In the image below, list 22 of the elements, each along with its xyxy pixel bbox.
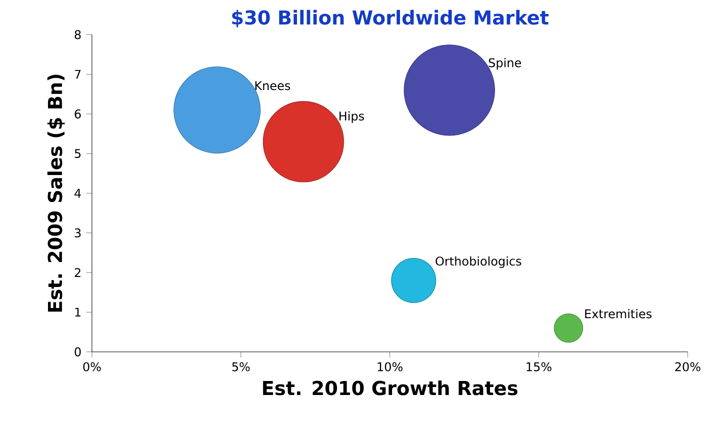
y-tick-label: 1 <box>75 308 80 317</box>
y-tick-label: 2 <box>74 268 80 278</box>
x-tick-label: 15% <box>526 362 552 372</box>
x-tick-label: 0% <box>83 362 101 372</box>
x-tick-label: 5% <box>232 362 250 372</box>
series-label: Orthobiologics <box>436 256 522 268</box>
chart-title: $30 Billion Worldwide Market <box>232 10 549 28</box>
y-tick-label: 6 <box>74 110 81 119</box>
x-axis-title: Est. 2010 Growth Rates <box>263 380 518 396</box>
y-tick-label: 0 <box>74 347 81 356</box>
series-label: Spine <box>488 58 522 70</box>
series-label: Extremities <box>585 309 652 318</box>
x-tick-label: 20% <box>675 362 700 372</box>
y-tick-label: 4 <box>74 188 81 198</box>
y-tick-label: 8 <box>74 30 81 40</box>
series-label: Hips <box>340 111 364 123</box>
y-tick-label: 7 <box>74 70 81 79</box>
y-tick-label: 5 <box>74 149 81 158</box>
x-tick-label: 10% <box>378 362 402 372</box>
y-axis-title: Est. 2009 Sales ($ Bn) <box>47 74 65 312</box>
y-tick-label: 3 <box>74 228 81 238</box>
series-label: Knees <box>255 81 290 90</box>
